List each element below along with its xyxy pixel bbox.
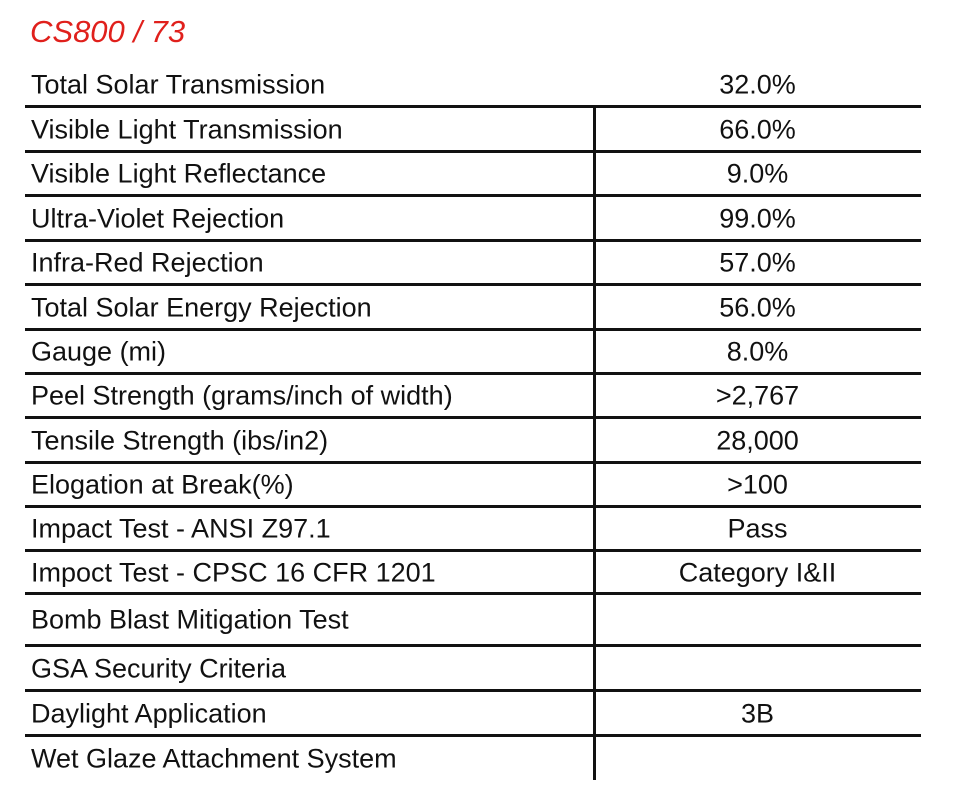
row-divider xyxy=(25,461,921,464)
row-label: Visible Light Transmission xyxy=(31,114,343,144)
row-label: Tensile Strength (ibs/in2) xyxy=(31,425,329,455)
row-value: 3B xyxy=(740,698,775,728)
row-value: >2,767 xyxy=(715,380,800,411)
row-divider xyxy=(25,372,921,375)
row-value: 32.0% xyxy=(719,69,796,100)
row-divider xyxy=(25,416,921,419)
row-divider xyxy=(25,592,921,595)
row-label: Daylight Application xyxy=(31,698,267,728)
row-label: Ultra-Violet Rejection xyxy=(31,203,285,233)
row-divider xyxy=(25,194,921,197)
row-label: Impoct Test - CPSC 16 CFR 1201 xyxy=(31,557,436,587)
row-label: Elogation at Break(%) xyxy=(31,469,294,500)
row-divider xyxy=(25,105,921,108)
row-value: 56.0% xyxy=(719,292,796,322)
column-divider xyxy=(593,106,596,780)
row-label: GSA Security Criteria xyxy=(31,653,287,683)
row-divider xyxy=(25,689,921,692)
row-label: Bomb Blast Mitigation Test xyxy=(31,604,349,635)
row-label: Peel Strength (grams/inch of width) xyxy=(31,380,453,411)
row-value: 99.0% xyxy=(719,203,796,233)
row-divider xyxy=(25,328,921,331)
row-label: Visible Light Reflectance xyxy=(31,158,327,189)
row-value: Pass xyxy=(727,513,788,544)
row-divider xyxy=(25,505,921,508)
row-divider xyxy=(25,549,921,552)
row-value: Category I&II xyxy=(678,557,837,587)
row-divider xyxy=(25,644,921,647)
row-divider xyxy=(25,150,921,153)
row-label: Total Solar Transmission xyxy=(31,69,326,100)
row-label: Infra-Red Rejection xyxy=(31,247,264,278)
row-value: 9.0% xyxy=(726,158,789,189)
row-label: Impact Test - ANSI Z97.1 xyxy=(31,513,331,544)
row-divider xyxy=(25,239,921,242)
row-divider xyxy=(25,734,921,737)
row-divider xyxy=(25,283,921,286)
row-label: Total Solar Energy Rejection xyxy=(31,292,372,322)
row-value: 28,000 xyxy=(716,425,799,455)
row-value: 57.0% xyxy=(719,247,796,278)
row-label: Wet Glaze Attachment System xyxy=(31,743,397,773)
row-value: 66.0% xyxy=(719,114,796,144)
row-value: >100 xyxy=(727,469,788,500)
row-label: Gauge (mi) xyxy=(31,336,167,367)
title: CS800 / 73 xyxy=(30,14,186,49)
row-value: 8.0% xyxy=(726,336,789,367)
